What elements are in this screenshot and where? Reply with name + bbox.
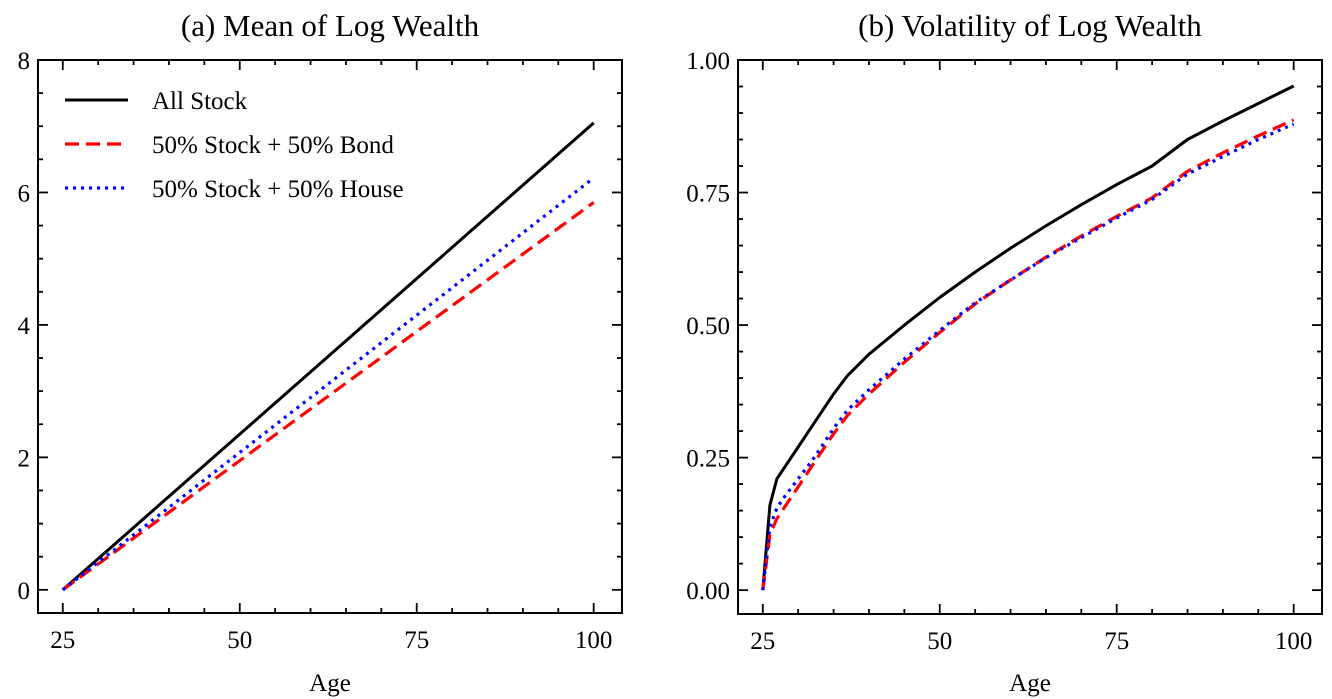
y-tick-label: 0.75	[686, 181, 730, 208]
plot-frame	[37, 59, 623, 614]
x-tick-label: 25	[750, 628, 775, 655]
y-tick-label: 4	[18, 313, 31, 340]
chart-title: (a) Mean of Log Wealth	[181, 8, 480, 43]
x-tick-label: 50	[227, 627, 252, 654]
legend-label: All Stock	[152, 88, 248, 115]
legend-item: 50% Stock + 50% House	[65, 176, 404, 203]
legend-label: 50% Stock + 50% House	[152, 176, 404, 203]
legend-item: All Stock	[65, 88, 248, 115]
x-tick-label: 100	[1275, 628, 1313, 655]
y-tick-label: 0.25	[686, 446, 730, 473]
plot-frame	[737, 59, 1323, 615]
legend: All Stock 50% Stock + 50% Bond 50% Stock +…	[65, 88, 404, 203]
y-tick-label: 8	[18, 48, 31, 75]
chart-title: (b) Volatility of Log Wealth	[858, 8, 1202, 43]
y-tick-label: 6	[18, 180, 31, 207]
series-line-50-stock-50-bond	[761, 118, 1295, 591]
x-tick-label: 75	[1104, 628, 1129, 655]
x-tick-label: 100	[575, 627, 613, 654]
series-line-50-stock-50-house	[61, 176, 595, 592]
panel-volatility-log-wealth: (b) Volatility of Log Wealth 25 50 75 100 0.…	[686, 8, 1323, 697]
series-line-50-stock-50-house	[761, 122, 1295, 591]
x-tick-label: 25	[50, 627, 75, 654]
y-tick-label: 1.00	[686, 48, 730, 75]
legend-item: 50% Stock + 50% Bond	[65, 132, 394, 159]
series-line-all-stock	[761, 84, 1295, 591]
series-line-all-stock	[61, 121, 595, 591]
x-tick-label: 50	[927, 628, 952, 655]
x-axis-label: Age	[309, 670, 351, 697]
panel-mean-log-wealth: (a) Mean of Log Wealth 25 50 75 100 0 2 4 6 8 Ag…	[18, 8, 623, 697]
y-tick-label: 2	[18, 445, 31, 472]
y-tick-label: 0	[18, 578, 31, 605]
x-axis-label: Age	[1009, 670, 1051, 697]
y-tick-label: 0.50	[686, 313, 730, 340]
y-tick-label: 0.00	[686, 578, 730, 605]
x-tick-label: 75	[404, 627, 429, 654]
legend-label: 50% Stock + 50% Bond	[152, 132, 394, 159]
series-line-50-stock-50-bond	[61, 201, 595, 592]
